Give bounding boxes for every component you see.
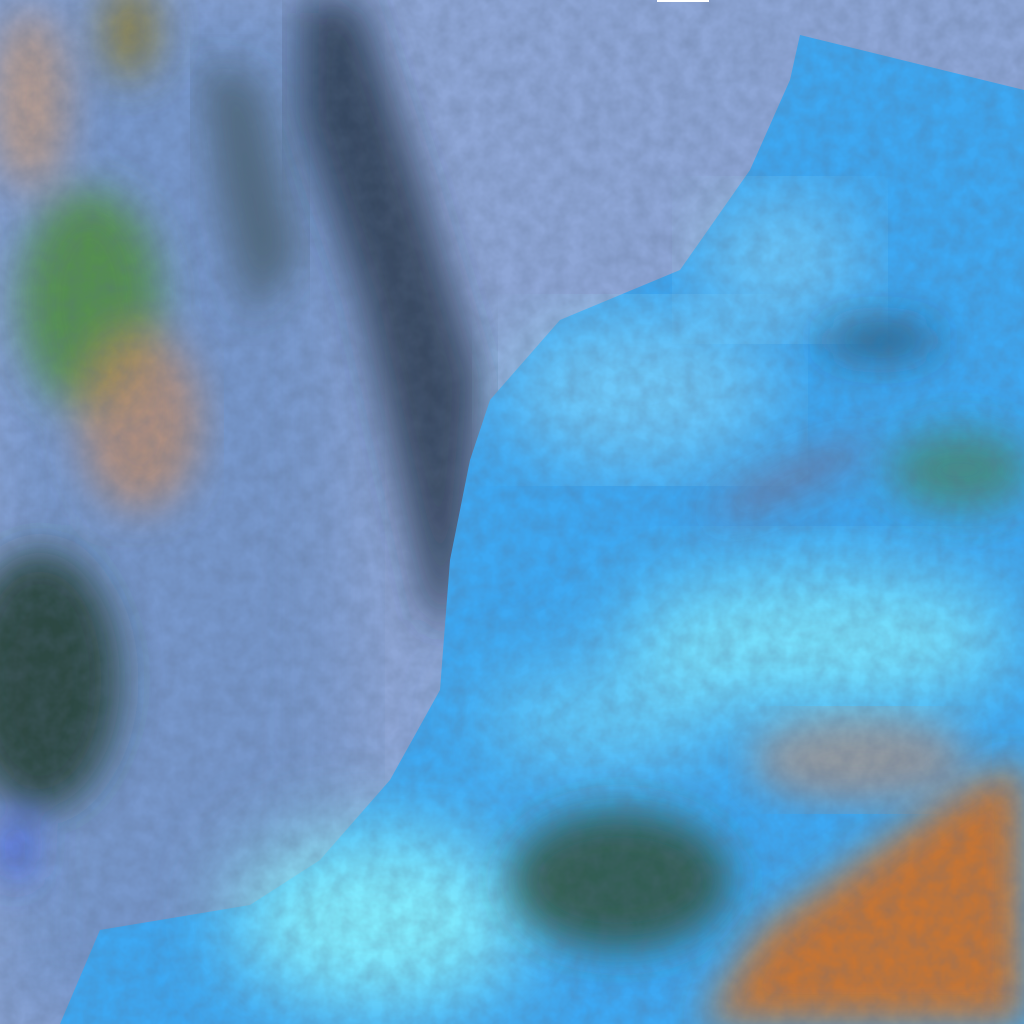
top-marker: [657, 0, 709, 2]
